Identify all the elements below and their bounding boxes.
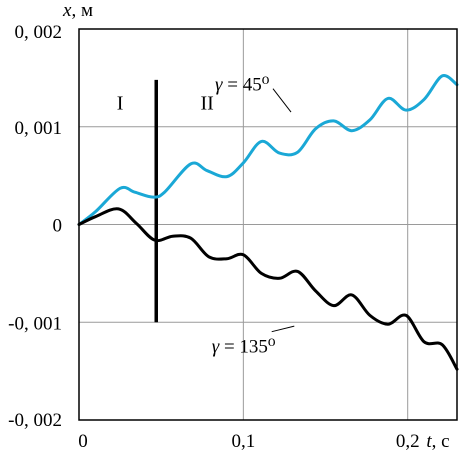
series-layer [77,74,459,371]
y-tick-label: 0, 001 [15,118,63,139]
x-tick-label: 0,1 [231,431,255,452]
region-label: I [117,92,124,114]
y-tick-label: -0, 002 [8,410,62,431]
region-label: II [201,92,214,114]
series-line-gamma-135 [77,207,459,371]
y-tick-label: 0 [53,216,63,237]
annotations: γ = 45⁰ γ = 135⁰ [212,75,295,358]
tick-labels: 0 0,1 0,2 0, 002 0, 001 0 -0, 001 -0, 002 [8,22,419,452]
annotation-gamma-45: γ = 45⁰ [215,75,270,96]
grid [79,29,457,420]
x-tick-label: 0 [78,431,88,452]
y-tick-label: 0, 002 [15,22,63,43]
plot-border [78,28,458,421]
region-divider-layer: I II [117,79,214,323]
axis-labels: x, м t, с [62,0,450,452]
plot-frame [78,28,458,421]
y-axis-label: x, м [62,0,93,21]
annotation-leader [272,88,292,113]
x-axis-label: t, с [426,431,449,452]
annotation-gamma-135: γ = 135⁰ [212,337,276,358]
y-tick-label: -0, 001 [8,313,62,334]
annotation-leader [271,325,295,333]
series-line-gamma-45 [77,74,459,226]
x-tick-label: 0,2 [396,431,420,452]
